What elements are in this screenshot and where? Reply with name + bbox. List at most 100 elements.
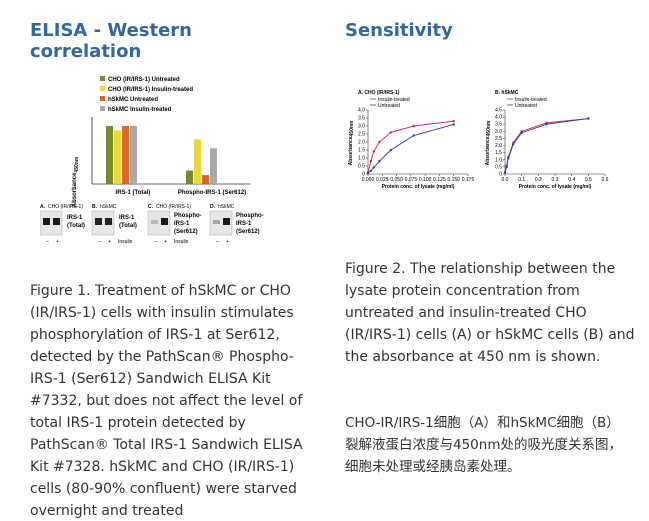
western-blot-d: D. hSkMC Phospho- IRS-1 (Ser612) – + [209, 204, 264, 245]
legend-label-0: CHO (IR/IRS-1) Untreated [108, 77, 180, 83]
plot-a-legend-untreated: Untreated [378, 103, 400, 109]
plot-a-point-0-5 [412, 124, 415, 128]
plot-b-xtick-label-6: 0.6 [602, 177, 609, 183]
plot-a-point-1-1 [369, 169, 373, 172]
legend-swatch-1 [100, 86, 105, 91]
bar-1-1 [194, 139, 201, 184]
bar-0-2 [122, 125, 129, 184]
bar-0-3 [130, 125, 137, 184]
plot-b-ytick-label-9: 4.5 [495, 108, 502, 114]
plot-a-point-1-0 [366, 172, 370, 175]
plot-a-ytick-label-5: 2.5 [358, 132, 365, 138]
blot-d-band-1 [213, 220, 220, 224]
blot-b-band-2 [105, 218, 112, 225]
plot-a-ylabel: Absorbance450nm [348, 120, 355, 165]
bar-0-1 [114, 130, 121, 184]
plot-b-legend-untreated: Untreated [515, 103, 537, 109]
plot-b-ylabel-main: Absorbance [485, 136, 491, 165]
blot-c-minus: – [154, 239, 157, 245]
legend-swatch-3 [100, 106, 105, 111]
blot-b-plus: + [108, 239, 111, 245]
plot-b-xtick-label-2: 0.2 [535, 177, 542, 183]
plot-b-xtick-label-5: 0.5 [585, 177, 592, 183]
legend-swatch-2 [100, 96, 105, 101]
plot-a-point-0-2 [372, 150, 375, 153]
blot-a-minus: – [46, 239, 49, 245]
blot-c-label-1: Phospho- [174, 213, 202, 219]
plot-b-point-1-1 [505, 165, 508, 169]
bar-0-0 [106, 125, 113, 184]
plot-b-ytick-label-2: 1.0 [495, 157, 502, 163]
sensitivity-plot-b: B. hSkMC Insulin-treated Untreated Absor… [485, 90, 609, 190]
plot-b-xtick-label-1: 0.1 [518, 177, 525, 183]
blot-d-band-2 [223, 218, 230, 225]
plot-a-ytick-label-4: 2.0 [358, 140, 365, 146]
western-blot-c: C. CHO (IR/IRS-1) Phospho- IRS-1 (Ser612… [147, 204, 202, 245]
plot-b-ytick-label-4: 2.0 [495, 143, 502, 149]
plot-b-legend: Insulin-treated Untreated [507, 97, 547, 109]
left-section-title: ELISA - Western correlation [30, 20, 192, 62]
plot-a-ytick-label-6: 3.0 [358, 124, 365, 130]
blot-b-band-1 [95, 218, 102, 225]
plot-a-letter: A. CHO (IR/IRS-1) [358, 90, 400, 96]
blot-d-cell: hSkMC [218, 204, 235, 210]
western-blot-b: B. hSkMC IRS-1 (Total) – + Insulin [91, 204, 137, 245]
blot-c-band-1 [151, 220, 158, 224]
legend-label-3: hSkMC Insulin-treated [108, 107, 172, 113]
blot-d-label-1: Phospho- [236, 213, 264, 219]
plot-a-xtick-label-0: 0.000 [362, 177, 375, 183]
legend-swatch-0 [100, 76, 105, 81]
blot-b-minus: – [98, 239, 101, 245]
plot-a-series-0 [367, 120, 454, 173]
blot-c-label-2: IRS-1 [174, 221, 190, 227]
plot-b-series-1 [504, 118, 589, 173]
blot-c-band-2 [161, 218, 168, 225]
plot-b-ytick-label-7: 3.5 [495, 122, 502, 128]
blot-c-plus: + [164, 239, 167, 245]
plot-a-point-0-4 [389, 131, 393, 134]
bar-1-3 [210, 148, 217, 184]
blot-a-label-1: IRS-1 [67, 215, 83, 221]
plot-a-legend: Insulin-treated Untreated [370, 97, 410, 109]
sensitivity-plot-a: A. CHO (IR/IRS-1) Insulin-treated Untrea… [348, 90, 474, 190]
plot-b-point-1-5 [545, 123, 548, 126]
plot-b-ytick-label-1: 0.5 [495, 164, 502, 170]
plot-b-xtick-label-3: 0.3 [552, 177, 559, 183]
blot-b-image [91, 210, 115, 236]
blot-c-label-3: (Ser612) [174, 229, 198, 235]
bar-chart-legend: CHO (IR/IRS-1) Untreated CHO (IR/IRS-1) … [100, 76, 193, 113]
blot-d-image [209, 210, 233, 236]
plot-a-ytick-label-8: 4.0 [358, 108, 365, 114]
blot-a-image [40, 210, 63, 236]
plot-a-xtick-label-2: 0.050 [390, 177, 403, 183]
blot-d-minus: – [216, 239, 219, 245]
plot-a-ylabel-main: Absorbance [348, 136, 354, 165]
plot-b-point-1-3 [512, 142, 515, 146]
plot-a-point-1-3 [378, 160, 381, 163]
plot-a-ytick-label-2: 1.0 [358, 156, 365, 162]
plot-a-xlabel: Protein conc. of lysate (mg/ml) [382, 184, 455, 190]
plot-b-series-0 [504, 118, 589, 173]
plot-a-series-1 [367, 123, 454, 174]
blot-b-cell: hSkMC [100, 204, 117, 210]
figure-2-caption-cn: CHO-IR/IRS-1细胞（A）和hSkMC细胞（B）裂解液蛋白浓度与450n… [345, 415, 622, 475]
blot-c-insulin: Insulin [174, 239, 189, 245]
plot-a-point-1-6 [452, 123, 455, 126]
plot-a-xtick-label-4: 0.100 [419, 177, 432, 183]
category-label-0: IRS-1 (Total) [116, 190, 151, 196]
plot-a-xtick-label-5: 0.125 [433, 177, 446, 183]
blot-c-letter: C. [148, 204, 154, 210]
plot-b-letter: B. hSkMC [495, 90, 519, 96]
bar-chart-ylabel-main: Absorbance [72, 172, 78, 207]
plot-a-point-0-6 [452, 120, 455, 123]
plot-b-ylabel-sub: 450nm [486, 120, 492, 136]
plot-b-ylabel: Absorbance450nm [485, 120, 492, 165]
plot-b-ytick-label-8: 4.0 [495, 115, 502, 121]
elisa-bar-chart: CHO (IR/IRS-1) Untreated CHO (IR/IRS-1) … [40, 76, 264, 245]
blot-b-label-1: IRS-1 [119, 215, 135, 221]
plot-b-xtick-label-0: 0.0 [502, 177, 509, 183]
bar-1-2 [202, 175, 209, 184]
plot-b-ytick-label-3: 1.5 [495, 150, 502, 156]
plot-b-ytick-label-5: 2.5 [495, 136, 502, 142]
bar-chart-ylabel: Absorbance450nm [72, 156, 80, 207]
